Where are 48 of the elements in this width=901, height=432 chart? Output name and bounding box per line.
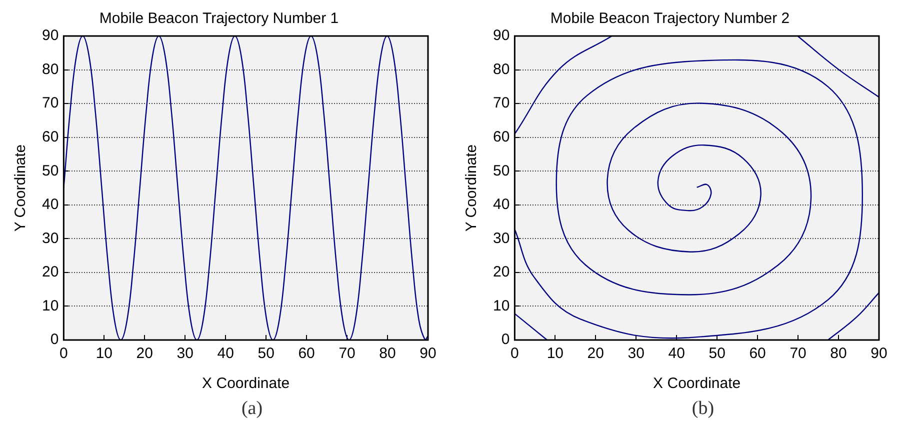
line-series	[64, 36, 428, 340]
y-tick-label: 40	[42, 196, 59, 214]
x-tick-label: 80	[379, 345, 396, 362]
y-tick-label: 80	[42, 60, 59, 78]
y-tick-label: 40	[492, 196, 510, 214]
y-tick-label: 50	[42, 162, 59, 180]
y-tick-label: 70	[42, 94, 59, 112]
chart-title: Mobile Beacon Trajectory Number 1	[99, 10, 339, 28]
x-tick-label: 90	[870, 345, 888, 362]
y-tick-label: 30	[492, 230, 510, 247]
x-axis-title: X Coordinate	[653, 375, 741, 392]
x-tick-label: 80	[830, 345, 847, 362]
y-tick-label: 90	[492, 27, 510, 44]
x-tick-label: 50	[258, 345, 274, 362]
x-tick-label: 40	[668, 345, 685, 362]
x-tick-label: 20	[587, 345, 604, 362]
y-tick-label: 50	[492, 162, 510, 180]
x-tick-label: 30	[628, 345, 644, 362]
y-tick-label: 0	[501, 331, 510, 348]
y-axis-title: Y Coordinate	[463, 144, 480, 232]
y-tick-label: 10	[42, 297, 59, 314]
y-tick-label: 60	[42, 128, 59, 146]
y-tick-label: 0	[50, 331, 59, 348]
y-tick-label: 20	[42, 264, 59, 281]
x-tick-label: 70	[338, 345, 356, 362]
y-tick-label: 20	[492, 264, 510, 281]
x-tick-label: 50	[708, 345, 726, 362]
y-tick-label: 60	[492, 128, 510, 146]
text: (a)	[241, 398, 263, 420]
y-tick-label: 90	[42, 27, 59, 44]
x-tick-label: 40	[217, 345, 234, 362]
chart-title: Mobile Beacon Trajectory Number 2	[550, 10, 790, 28]
x-axis-title: X Coordinate	[202, 375, 290, 392]
x-tick-label: 10	[546, 345, 564, 362]
x-tick-label: 10	[96, 345, 113, 362]
x-tick-label: 20	[136, 345, 153, 362]
y-tick-label: 70	[492, 94, 510, 112]
y-tick-label: 80	[492, 60, 510, 78]
x-tick-label: 90	[420, 345, 436, 362]
text: (b)	[692, 398, 714, 420]
x-tick-label: 60	[749, 345, 766, 362]
y-axis-title: Y Coordinate	[12, 144, 30, 232]
x-tick-label: 60	[298, 345, 315, 362]
line-series	[514, 59, 864, 339]
x-tick-label: 70	[790, 345, 806, 362]
y-tick-label: 10	[492, 297, 510, 314]
x-tick-label: 30	[176, 345, 194, 362]
y-tick-label: 30	[42, 230, 59, 247]
